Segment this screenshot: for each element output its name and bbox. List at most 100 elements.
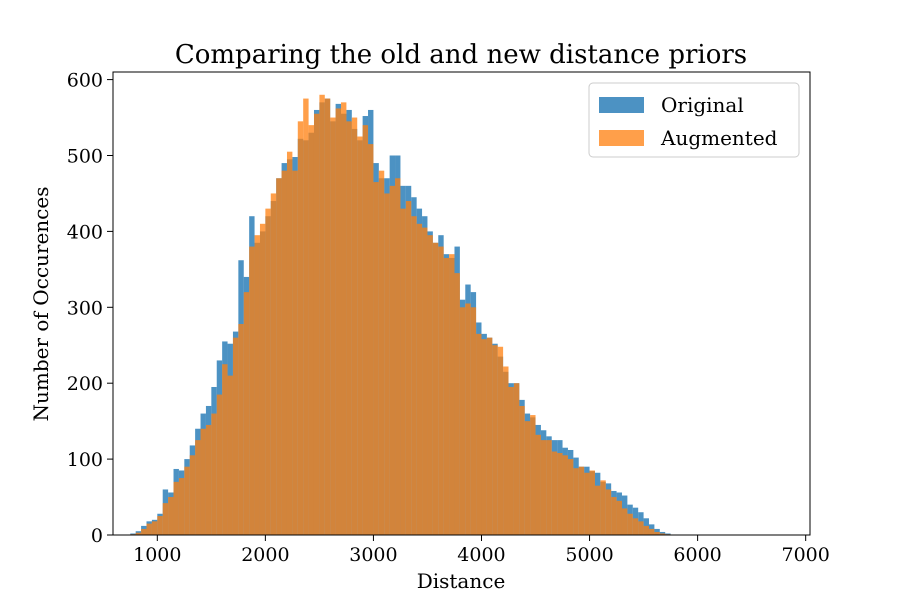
bar-augmented — [616, 500, 622, 535]
bar-augmented — [389, 185, 396, 535]
ticks-group: 1000 2000 3000 4000 5000 6000 7000 0 100 200 300 40… — [67, 70, 830, 566]
bar-augmented — [232, 337, 239, 535]
bar-augmented — [454, 273, 460, 535]
bar-augmented — [313, 113, 320, 535]
bar-augmented — [184, 466, 190, 535]
x-tick-label: 3000 — [349, 544, 397, 566]
bar-augmented — [508, 386, 514, 535]
bar-augmented — [594, 485, 601, 535]
bar-augmented — [151, 521, 158, 535]
x-tick-label: 4000 — [457, 544, 505, 566]
bar-augmented — [578, 466, 585, 535]
bar-augmented — [330, 117, 336, 535]
bar-augmented — [459, 307, 466, 535]
bar-augmented — [211, 413, 217, 535]
bar-augmented — [438, 246, 444, 535]
bar-augmented — [524, 421, 531, 535]
bar-augmented — [249, 246, 255, 535]
bar-augmented — [173, 481, 179, 535]
bar-augmented — [346, 121, 352, 536]
legend: Original Augmented — [588, 82, 800, 158]
bar-augmented — [573, 468, 579, 535]
legend-label-original: Original — [661, 93, 744, 117]
bars-group — [130, 94, 671, 536]
y-tick-label: 400 — [67, 221, 103, 243]
bar-augmented — [405, 201, 412, 536]
bar-augmented — [540, 440, 547, 535]
bar-augmented — [497, 346, 504, 535]
bar-augmented — [189, 455, 196, 535]
bar-augmented — [643, 525, 649, 535]
bar-original — [659, 531, 666, 535]
bar-augmented — [611, 497, 617, 535]
bar-augmented — [216, 394, 223, 535]
bar-augmented — [503, 366, 509, 535]
bar-augmented — [535, 434, 541, 535]
bar-augmented — [135, 532, 142, 535]
bar-augmented — [481, 339, 487, 535]
bar-augmented — [530, 415, 536, 535]
x-axis-label: Distance — [417, 569, 506, 593]
bar-augmented — [621, 508, 628, 535]
bar-augmented — [589, 470, 595, 535]
bar-augmented — [567, 459, 574, 535]
bar-augmented — [600, 480, 606, 535]
bar-augmented — [476, 333, 482, 535]
bar-augmented — [411, 216, 417, 535]
bar-augmented — [259, 223, 266, 535]
x-tick-label: 1000 — [133, 544, 181, 566]
bar-augmented — [519, 405, 525, 535]
bar-augmented — [422, 227, 428, 535]
bar-augmented — [427, 235, 433, 535]
bar-augmented — [319, 94, 325, 535]
bar-augmented — [243, 292, 250, 535]
bar-augmented — [324, 98, 331, 535]
bar-augmented — [238, 323, 244, 535]
x-tick-label: 7000 — [781, 544, 829, 566]
bar-augmented — [157, 516, 163, 535]
bar-augmented — [141, 528, 147, 535]
bar-augmented — [449, 254, 455, 535]
bar-augmented — [200, 428, 206, 535]
y-tick-label: 600 — [67, 70, 103, 92]
y-axis-label: Number of Occurences — [29, 187, 53, 422]
y-tick-label: 300 — [67, 297, 103, 319]
bar-augmented — [557, 453, 563, 535]
y-tick-label: 500 — [67, 145, 103, 167]
plot-frame — [112, 71, 811, 536]
bar-augmented — [368, 144, 374, 535]
bar-augmented — [551, 451, 558, 535]
x-tick-label: 5000 — [565, 544, 613, 566]
bar-augmented — [443, 257, 450, 535]
bar-augmented — [351, 117, 358, 535]
bar-augmented — [281, 170, 287, 536]
chart-title: Comparing the old and new distance prior… — [175, 40, 747, 70]
bar-augmented — [605, 489, 612, 535]
legend-swatch-augmented — [599, 130, 644, 146]
bar-augmented — [492, 345, 498, 535]
y-tick-label: 100 — [67, 449, 103, 471]
axes-group — [112, 71, 811, 536]
legend-swatch-original — [599, 97, 644, 113]
bar-augmented — [362, 125, 369, 535]
bar-augmented — [638, 521, 644, 535]
y-tick-label: 0 — [91, 525, 103, 547]
y-tick-label: 200 — [67, 373, 103, 395]
x-tick-label: 2000 — [241, 544, 289, 566]
bar-augmented — [178, 478, 185, 535]
bar-augmented — [432, 242, 439, 535]
bar-augmented — [465, 303, 471, 535]
bar-augmented — [659, 533, 666, 535]
bar-augmented — [227, 375, 233, 535]
bar-augmented — [335, 108, 342, 535]
bar-augmented — [584, 472, 590, 535]
series-augmented — [130, 94, 671, 536]
bar-augmented — [546, 440, 552, 535]
bar-augmented — [297, 121, 304, 536]
bar-augmented — [416, 223, 423, 535]
bar-augmented — [195, 440, 201, 535]
bar-augmented — [254, 235, 260, 535]
x-tick-label: 6000 — [673, 544, 721, 566]
legend-label-augmented: Augmented — [660, 126, 778, 150]
bar-augmented — [341, 102, 347, 535]
